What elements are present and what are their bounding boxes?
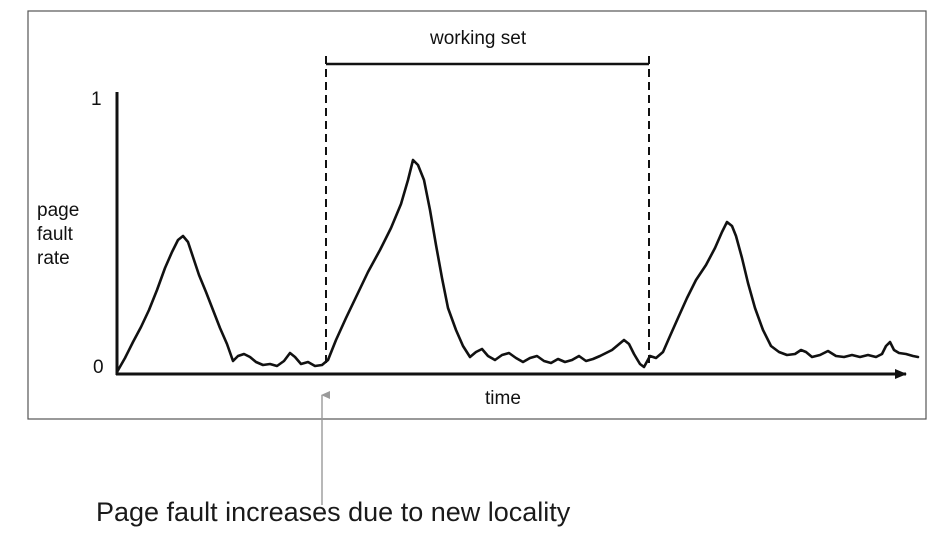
y-axis-title-line-1: page <box>37 200 79 221</box>
y-axis-title-line-3: rate <box>37 248 70 269</box>
figure-caption: Page fault increases due to new locality <box>96 497 571 527</box>
x-axis-title: time <box>485 388 521 409</box>
figure-frame <box>27 10 927 420</box>
working-set-label: working set <box>429 28 527 49</box>
y-axis-title-line-2: fault <box>37 224 74 245</box>
page-fault-rate-curve <box>115 158 920 374</box>
y-axis-top-label: 1 <box>91 89 102 110</box>
y-axis-bottom-label: 0 <box>93 357 104 378</box>
